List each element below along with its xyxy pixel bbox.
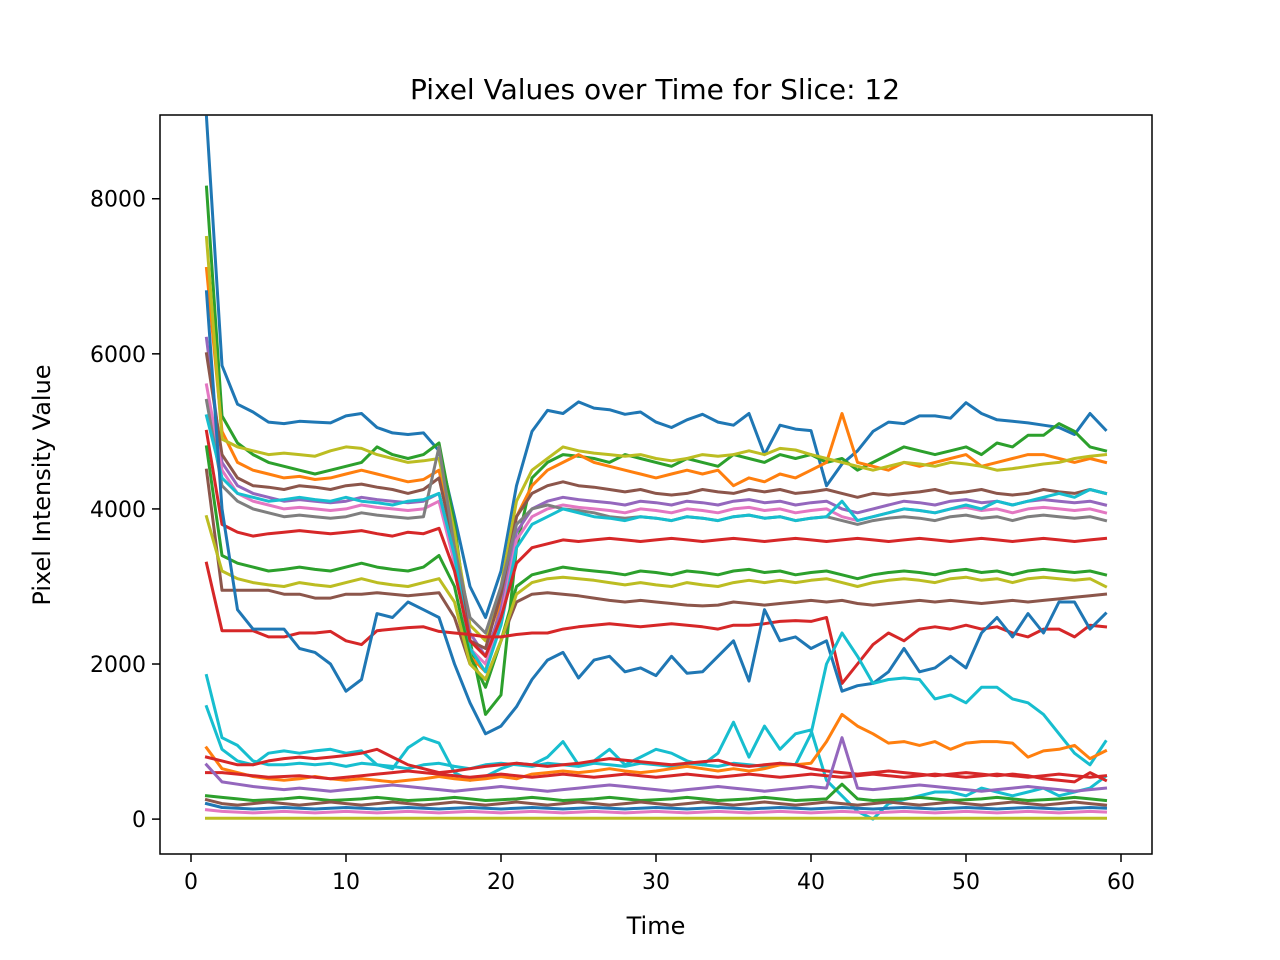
y-tick-label: 2000 [90,653,146,678]
series-line-13 [204,514,1108,681]
chart-title: Pixel Values over Time for Slice: 12 [410,73,900,106]
x-tick-label: 30 [642,870,670,895]
series-line-2 [204,185,1108,716]
x-tick-label: 0 [184,870,198,895]
y-tick-label: 6000 [90,343,146,368]
x-tick-label: 10 [332,870,360,895]
series-layer [204,115,1108,821]
series-line-15 [204,290,1108,736]
series-line-17 [204,704,1108,821]
series-line-10 [204,429,1108,658]
series-line-21 [204,736,1108,793]
x-tick-label: 60 [1107,870,1135,895]
x-axis-label: Time [626,912,686,940]
x-tick-label: 40 [797,870,825,895]
series-line-6 [204,352,1108,650]
series-line-11 [204,445,1108,689]
series-line-12 [204,468,1108,681]
x-tick-label: 50 [952,870,980,895]
series-line-7 [204,383,1108,666]
series-line-4 [204,235,1108,643]
series-line-14 [204,561,1108,685]
series-line-20 [205,769,1108,781]
y-tick-label: 4000 [90,498,146,523]
series-line-1 [204,115,1108,619]
series-line-22 [204,782,1108,803]
y-tick-label: 8000 [90,188,146,213]
series-line-3 [204,266,1108,674]
series-line-19 [204,747,1108,784]
y-axis-label: Pixel Intensity Value [28,364,56,605]
x-axis: 0 10 20 30 40 50 60 [184,854,1135,895]
series-line-25 [204,808,1108,815]
series-line-24 [204,801,1108,811]
y-axis: 0 2000 4000 6000 8000 [90,188,160,833]
series-line-9 [204,414,1108,674]
series-line-18 [204,712,1108,784]
series-line-23 [204,797,1108,807]
y-tick-label: 0 [132,808,146,833]
x-tick-label: 20 [487,870,515,895]
